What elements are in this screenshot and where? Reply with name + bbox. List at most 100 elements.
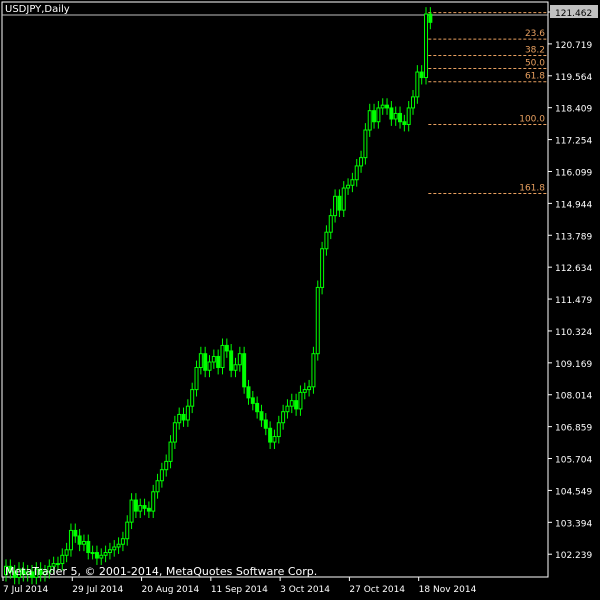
candle-body [346,184,351,189]
candle [259,404,264,427]
y-tick-label: 114.944 [555,200,592,210]
current-price-badge [550,5,598,19]
candle [125,515,130,546]
candle-body [328,215,333,233]
candle-body [263,419,268,429]
candle-body [99,554,104,559]
candle-body [151,491,156,512]
candle [398,106,403,129]
fib-level-label: 161.8 [519,184,545,194]
candle-body [159,469,164,482]
x-tick-label: 7 Jul 2014 [3,585,48,595]
y-tick-label: 118.409 [555,105,592,115]
candle [168,435,173,469]
candle [38,562,43,582]
candle [315,280,320,361]
candle-body [25,571,30,576]
candle-body [177,413,182,424]
candle-body [250,397,255,404]
candle-body [81,540,86,545]
candle [8,559,13,579]
candle-body [315,286,320,355]
x-tick-label: 29 Jul 2014 [72,585,123,595]
candle-body [185,405,190,421]
candle-body [428,13,433,23]
candle-body [229,350,234,371]
candle-body [86,540,91,554]
y-tick-label: 110.324 [555,328,592,338]
candle-body [198,353,203,369]
candle-body [324,231,329,250]
fib-level-label: 50.0 [525,58,545,68]
candle [359,150,364,173]
candle [42,564,47,582]
y-tick-label: 117.254 [555,137,592,147]
candle-body [294,400,299,410]
candle-body [29,571,34,578]
candle [133,493,138,519]
candle-body [376,107,381,123]
candle [34,562,39,585]
candle [12,564,17,585]
candle [393,106,398,126]
candle [21,562,26,582]
candle [372,103,377,129]
candle-body [220,344,225,369]
candle-body [385,104,390,109]
candle [55,556,60,571]
candle-body [367,110,372,131]
candle-body [55,563,60,566]
candle-body [246,386,251,399]
candle-body [73,529,78,537]
candle-body [12,571,17,578]
candle [311,346,316,394]
candle [268,421,273,449]
candle-body [311,353,316,388]
x-tick-label: 20 Aug 2014 [142,585,200,595]
candle [77,529,82,552]
candle-body [133,499,138,512]
candle-body [90,552,95,555]
candle [224,338,229,358]
candle [107,542,112,560]
fib-level-label: 23.6 [525,29,545,39]
candle-body [172,422,177,443]
candle [385,98,390,115]
candle [424,7,429,85]
candle [380,98,385,115]
candle-body [237,353,242,366]
candle-body [268,427,273,443]
candle [4,559,8,582]
candle [146,501,151,519]
candle-body [168,441,173,462]
candle-body [341,187,346,211]
candle-body [216,355,221,369]
candle-body [372,110,377,123]
candle-body [389,107,394,120]
x-tick-label: 27 Oct 2014 [349,585,405,595]
candle-body [354,165,359,181]
candle [90,545,95,560]
candle-body [207,361,212,371]
price-axis: 121.462 120.719 119.564 118.409 117.254 116.0… [548,5,598,561]
candle [376,101,381,129]
candle-body [419,71,424,79]
candle-body [190,389,195,407]
candle-body [233,364,238,371]
y-tick-label: 120.719 [555,41,592,51]
candle [367,103,372,137]
x-tick-label: 3 Oct 2014 [280,585,330,595]
candle [285,399,290,419]
candle [272,429,277,449]
candle [298,385,303,416]
candle [294,393,299,416]
candle [81,534,86,552]
candle-body [94,552,99,559]
candle-body [125,521,130,540]
candle [276,415,281,444]
candle-body [415,71,420,98]
y-tick-label: 113.789 [555,232,592,242]
candle-body [142,505,147,509]
candle [320,241,325,295]
candle-body [42,571,47,576]
